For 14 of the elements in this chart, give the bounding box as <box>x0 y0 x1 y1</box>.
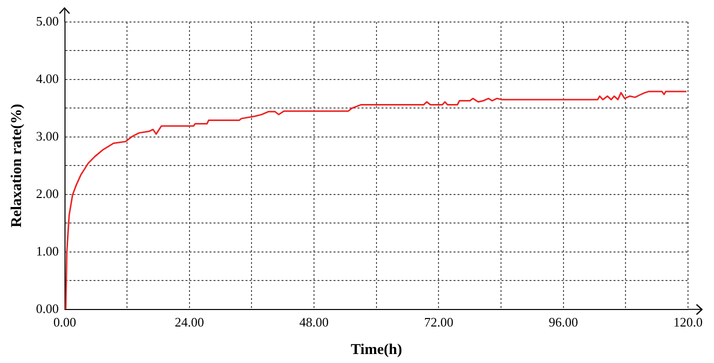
y-tick-label: 0.00 <box>36 300 59 316</box>
x-tick-label: 48.00 <box>299 314 329 330</box>
x-tick-label: 72.00 <box>424 314 454 330</box>
x-tick-label: 120.0 <box>673 314 703 330</box>
y-axis-title: Relaxation rate(%) <box>8 104 25 228</box>
y-tick-label: 3.00 <box>36 128 59 144</box>
x-axis-title: Time(h) <box>350 342 402 358</box>
x-tick-label: 0.00 <box>53 314 76 330</box>
y-tick-label: 4.00 <box>36 70 59 86</box>
y-tick-label: 5.00 <box>36 13 59 28</box>
y-tick-label: 1.00 <box>36 243 59 258</box>
y-tick-label: 2.00 <box>36 186 59 201</box>
x-tick-label: 24.00 <box>174 314 204 330</box>
x-tick-label: 96.00 <box>548 314 578 330</box>
